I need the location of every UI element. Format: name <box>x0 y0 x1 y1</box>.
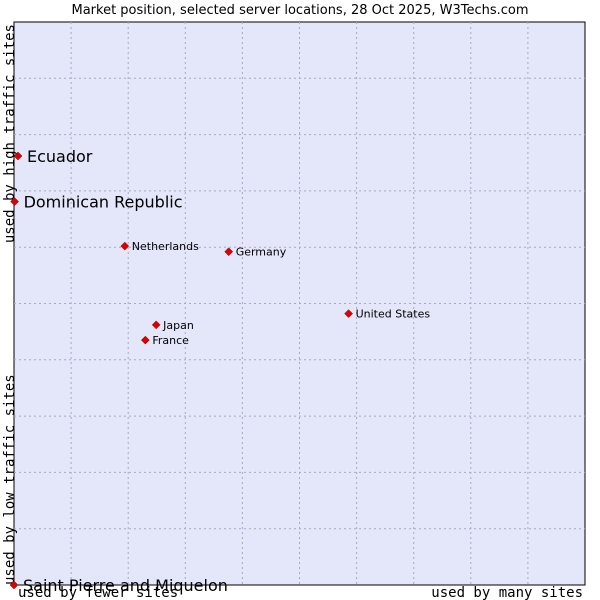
point-france: France <box>140 334 189 347</box>
y-axis-label-bottom: used by low traffic sites <box>2 374 18 585</box>
point-label: United States <box>356 308 431 321</box>
grid-lines <box>14 22 585 585</box>
point-marker <box>140 335 150 345</box>
y-axis-label-top: used by high traffic sites <box>2 24 18 243</box>
x-axis-label-right: used by many sites <box>431 585 583 600</box>
data-points: Ecuador Dominican Republic Netherlands Germ… <box>9 147 431 595</box>
point-marker <box>224 247 234 257</box>
point-label: Dominican Republic <box>24 193 183 212</box>
point-marker <box>344 309 353 318</box>
point-marker <box>151 320 161 330</box>
point-japan: Japan <box>151 319 194 332</box>
point-label: Saint Pierre and Miquelon <box>23 576 228 595</box>
point-marker <box>9 580 19 590</box>
point-netherlands: Netherlands <box>120 240 199 253</box>
point-dominican-republic: Dominican Republic <box>10 193 183 212</box>
point-label: Germany <box>236 246 287 259</box>
point-label: Netherlands <box>132 240 199 253</box>
point-germany: Germany <box>224 246 287 259</box>
chart-title: Market position, selected server locatio… <box>71 3 528 18</box>
point-label: France <box>152 334 189 347</box>
x-axis-label-left: used by fewer sites <box>18 585 178 600</box>
point-marker <box>120 241 130 251</box>
point-ecuador: Ecuador <box>13 147 93 166</box>
point-marker <box>13 151 23 161</box>
point-marker <box>10 197 19 206</box>
point-united-states: United States <box>344 308 431 321</box>
point-label: Japan <box>162 319 194 332</box>
point-label: Ecuador <box>27 147 93 166</box>
point-saint-pierre-and-miquelon: Saint Pierre and Miquelon <box>9 576 228 595</box>
